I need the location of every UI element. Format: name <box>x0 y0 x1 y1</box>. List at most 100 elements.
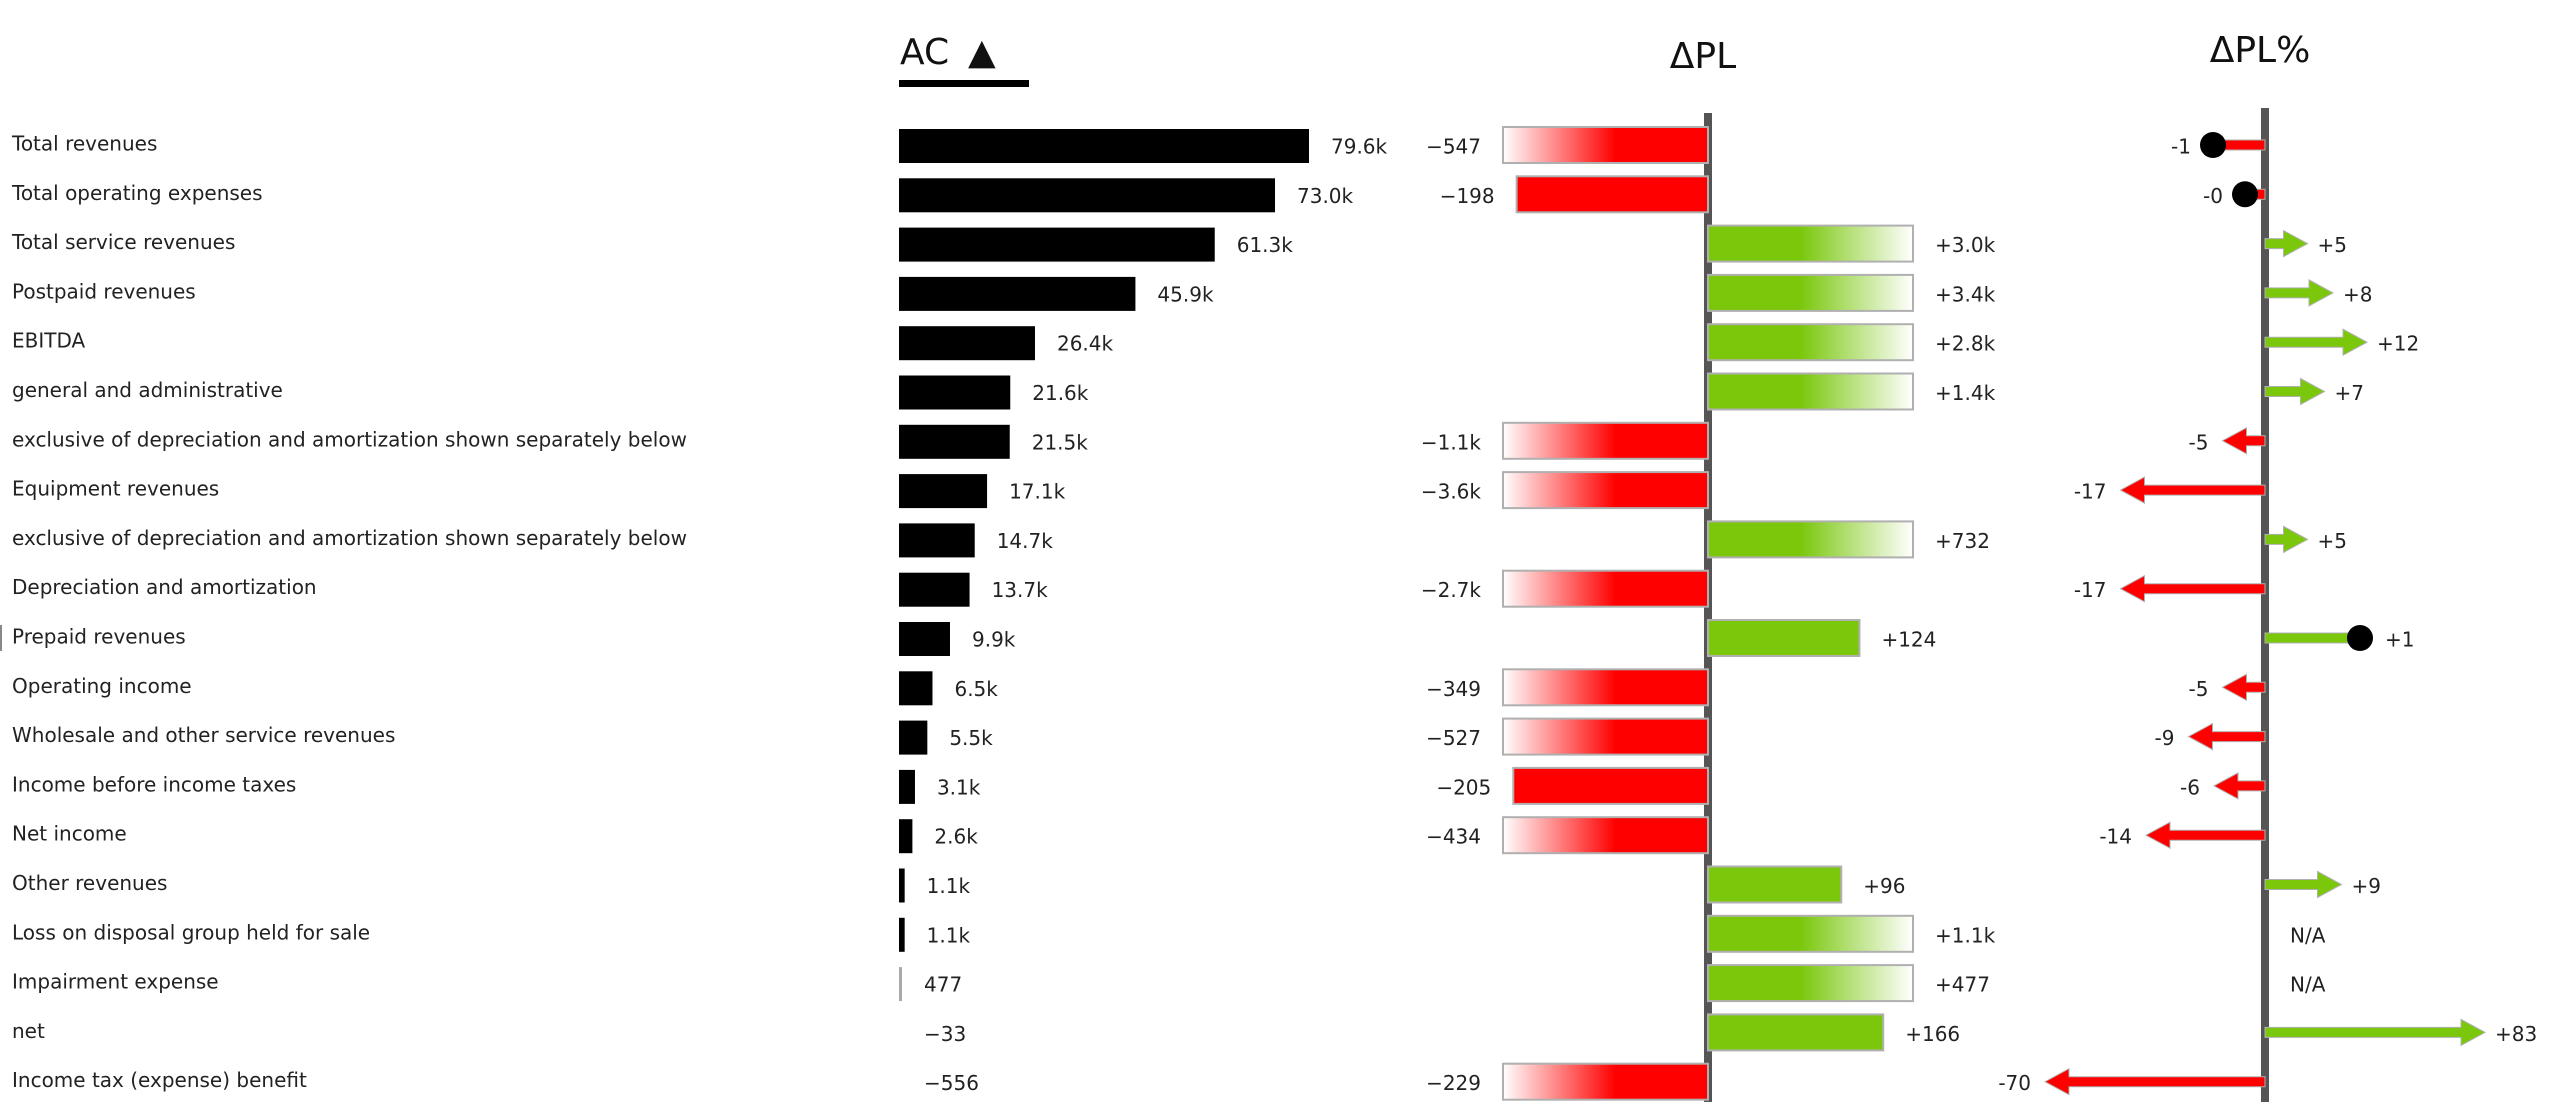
ac-value-label: 61.3k <box>1237 233 1294 257</box>
delta-pl-value-label: +2.8k <box>1935 332 1996 356</box>
category-label: Other revenues <box>12 871 167 895</box>
ac-value-label: 13.7k <box>992 578 1049 602</box>
delta-pl-percent-na-label: N/A <box>2290 973 2326 997</box>
delta-pl-value-label: +1.1k <box>1935 923 1996 947</box>
category-label: Total service revenues <box>11 230 235 254</box>
category-label: Impairment expense <box>12 970 219 994</box>
delta-pl-percent-value-label: -1 <box>2171 135 2191 159</box>
header-ac[interactable]: AC ▲ <box>899 32 1029 87</box>
delta-pl-percent-value-label: +83 <box>2495 1022 2537 1046</box>
ac-bar <box>899 326 1035 361</box>
delta-pl-percent-arrow <box>2144 821 2266 850</box>
ac-bar <box>899 720 928 755</box>
delta-pl-percent-arrow <box>2264 870 2343 899</box>
ac-bar <box>899 671 933 706</box>
delta-pl-percent-value-label: +9 <box>2352 874 2381 898</box>
delta-pl-percent-arrow <box>2043 1067 2266 1096</box>
delta-pl-bar <box>1502 421 1709 460</box>
ac-bar <box>899 769 915 804</box>
delta-pl-value-label: −527 <box>1426 726 1481 750</box>
chart-rows: Total revenues 79.6k −547 -1 Total operating… <box>11 126 2537 1101</box>
ac-value-label: 79.6k <box>1331 135 1388 159</box>
delta-pl-percent-value-label: +7 <box>2335 381 2364 405</box>
ac-value-label: 1.1k <box>927 923 971 947</box>
delta-pl-bar <box>1707 1013 1885 1052</box>
delta-pl-bar <box>1707 865 1843 904</box>
delta-pl-bar <box>1502 471 1709 510</box>
delta-pl-bar <box>1707 914 1914 953</box>
category-label: general and administrative <box>12 378 283 402</box>
delta-pl-percent-arrow <box>2264 229 2309 258</box>
row-handle[interactable] <box>0 625 2 651</box>
delta-pl-value-label: −349 <box>1426 677 1481 701</box>
ac-bar <box>899 227 1215 262</box>
delta-pl-percent-arrow <box>2187 722 2266 751</box>
ac-value-label: 1.1k <box>927 874 971 898</box>
category-label: net <box>12 1019 45 1043</box>
ac-value-label: 26.4k <box>1057 332 1114 356</box>
delta-pl-percent-na-label: N/A <box>2290 923 2326 947</box>
ac-bar <box>899 178 1276 213</box>
ac-bar <box>899 129 1309 163</box>
category-label: Equipment revenues <box>12 477 219 501</box>
category-label: exclusive of depreciation and amortizati… <box>12 526 687 550</box>
delta-pl-bar <box>1707 323 1914 362</box>
delta-pl-percent-value-label: +12 <box>2377 332 2419 356</box>
ac-bar <box>899 523 975 558</box>
category-label: Total revenues <box>11 132 157 156</box>
category-label: Income before income taxes <box>12 772 296 796</box>
delta-pl-bar <box>1707 224 1914 263</box>
delta-pl-value-label: −198 <box>1440 184 1495 208</box>
delta-pl-percent-pin-head <box>2232 181 2258 208</box>
delta-pl-value-label: +3.4k <box>1935 282 1996 306</box>
delta-pl-percent-value-label: -0 <box>2203 184 2223 208</box>
ac-value-label: 14.7k <box>997 529 1054 553</box>
ac-value-label: 9.9k <box>972 628 1016 652</box>
delta-pl-percent-value-label: -14 <box>2099 825 2132 849</box>
ac-bar <box>899 819 913 854</box>
ac-bar <box>899 917 905 952</box>
delta-pl-percent-value-label: -17 <box>2074 480 2107 504</box>
category-label: Total operating expenses <box>11 181 263 205</box>
ac-value-label: −33 <box>924 1022 966 1046</box>
sort-ascending-icon[interactable]: ▲ <box>968 32 996 73</box>
delta-pl-value-label: −205 <box>1436 775 1491 799</box>
delta-pl-bar <box>1707 372 1914 411</box>
delta-pl-value-label: −2.7k <box>1421 578 1482 602</box>
ac-value-label: −556 <box>924 1071 979 1095</box>
ac-value-label: 2.6k <box>934 825 978 849</box>
ac-value-label: 17.1k <box>1009 480 1066 504</box>
delta-pl-percent-arrow <box>2212 772 2266 800</box>
ac-value-label: 5.5k <box>949 726 993 750</box>
delta-pl-bar <box>1515 175 1709 214</box>
header-delta-pl-percent: ΔPL% <box>2210 30 2311 71</box>
category-label: Loss on disposal group held for sale <box>12 920 370 944</box>
delta-pl-value-label: −3.6k <box>1421 480 1482 504</box>
delta-pl-percent-value-label: +1 <box>2385 628 2414 652</box>
delta-pl-percent-value-label: -6 <box>2180 775 2200 799</box>
delta-pl-value-label: +732 <box>1935 529 1990 553</box>
delta-pl-bar <box>1707 964 1914 1003</box>
delta-pl-value-label: +96 <box>1863 874 1905 898</box>
delta-pl-value-label: +3.0k <box>1935 233 1996 257</box>
delta-pl-bar <box>1502 668 1709 707</box>
delta-pl-percent-arrow <box>2264 525 2309 554</box>
ac-bar <box>899 622 950 656</box>
header-ac-label: AC <box>900 32 949 73</box>
ac-value-label: 73.0k <box>1297 184 1354 208</box>
ac-bar <box>899 868 905 903</box>
ac-value-label: 6.5k <box>954 677 998 701</box>
delta-pl-percent-value-label: -5 <box>2189 430 2209 454</box>
delta-pl-value-label: +477 <box>1935 973 1990 997</box>
delta-pl-bar <box>1502 816 1709 855</box>
delta-pl-percent-arrow <box>2264 279 2335 307</box>
category-label: Prepaid revenues <box>12 625 186 649</box>
delta-pl-percent-arrow <box>2264 377 2326 406</box>
delta-pl-value-label: +166 <box>1905 1022 1960 1046</box>
delta-pl-percent-value-label: -9 <box>2155 726 2175 750</box>
ac-bar <box>899 375 1011 410</box>
ac-bar <box>899 424 1010 459</box>
ac-value-label: 3.1k <box>937 775 981 799</box>
delta-pl-percent-arrow <box>2264 1018 2487 1047</box>
delta-pl-percent-value-label: +8 <box>2343 282 2372 306</box>
